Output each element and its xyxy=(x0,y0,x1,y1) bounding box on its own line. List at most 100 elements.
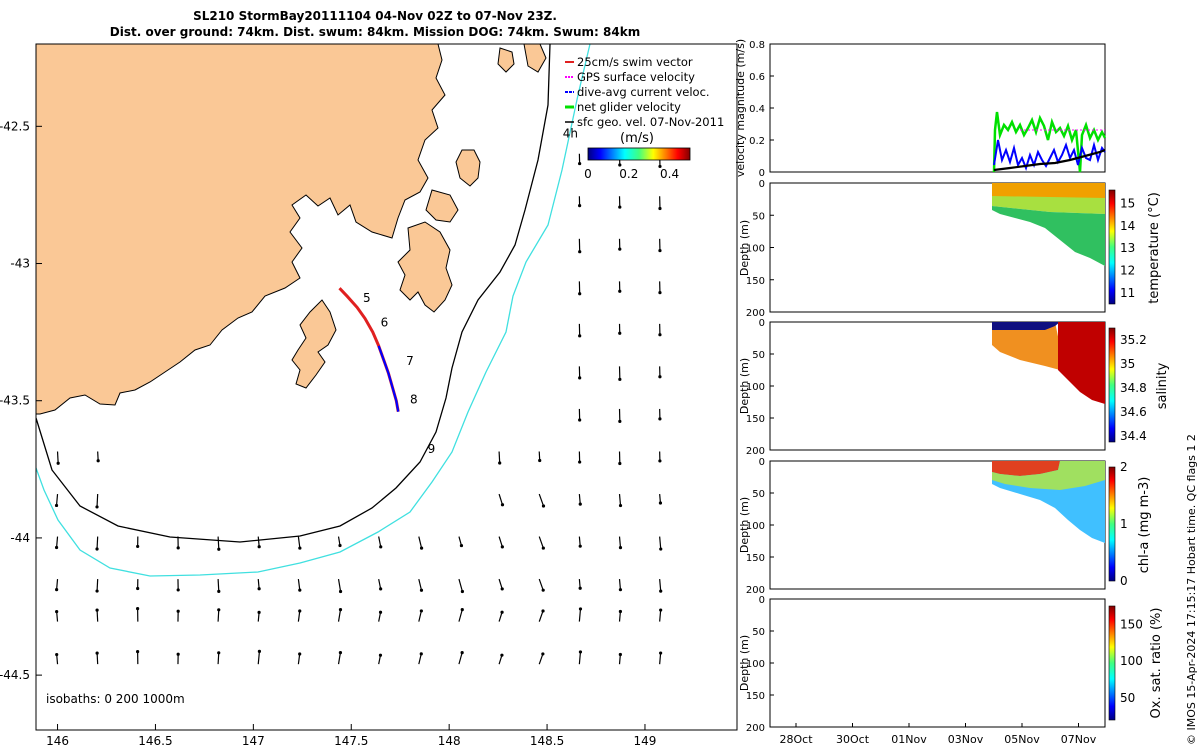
map-y-tick-label: -43 xyxy=(10,257,30,271)
oxygen-colorbar-ticks: 50 100 150 xyxy=(1120,617,1143,705)
geo-velocity-arrow xyxy=(498,451,501,464)
geo-velocity-arrow xyxy=(257,651,261,665)
geo-velocity-arrow-head xyxy=(136,650,140,654)
legend-label-net: net glider velocity xyxy=(577,100,681,114)
colorbar-tick-label: 12 xyxy=(1120,263,1135,277)
geo-velocity-arrow xyxy=(538,578,544,591)
geo-velocity-arrow xyxy=(578,608,582,622)
geo-velocity-arrow-head xyxy=(618,247,622,251)
salinity-colorbar-label: salinity xyxy=(1155,362,1170,409)
map-y-tick-label: -42.5 xyxy=(0,119,30,133)
velocity-y-tick-label: 0.6 xyxy=(749,72,765,83)
geo-velocity-arrow xyxy=(217,609,220,622)
geo-velocity-arrow-head xyxy=(578,376,582,380)
day-label: 7 xyxy=(406,354,414,368)
geo-velocity-arrow xyxy=(257,536,260,547)
map-legend: 25cm/s swim vector GPS surface velocity … xyxy=(565,55,724,129)
maria-island xyxy=(455,149,481,187)
geo-velocity-arrow-head xyxy=(578,292,582,296)
geo-velocity-arrow-head xyxy=(618,377,622,381)
geo-velocity-arrow-head xyxy=(460,608,464,612)
geo-velocity-arrow xyxy=(297,610,301,622)
geo-velocity-arrow-head xyxy=(618,461,622,466)
map-panel: 4h 56 7 8 9 146 146.5 147 147.5 148 148.5 149 -42.… xyxy=(0,43,738,748)
geo-velocity-arrow-head xyxy=(217,589,221,593)
title-line-2: Dist. over ground: 74km. Dist. swum: 84k… xyxy=(109,25,641,39)
colorbar-tick-label: 14 xyxy=(1120,219,1135,233)
geo-velocity-arrow-head xyxy=(500,653,504,657)
colorbar-tick-label: 0 xyxy=(1120,574,1128,588)
velocity-series-dive-avg xyxy=(993,139,1106,172)
salinity-ylabel: Depth (m) xyxy=(738,358,751,414)
colorbar-tick-label: 1 xyxy=(1120,517,1128,531)
temperature-colorbar-ticks: 11 12 13 14 15 xyxy=(1120,196,1135,299)
day-label: 4h xyxy=(563,126,578,140)
colorbar-tick-label: 35 xyxy=(1120,357,1135,371)
schouten-island xyxy=(497,47,515,73)
geo-velocity-arrow-head xyxy=(419,588,424,592)
depth-tick-label: 100 xyxy=(746,382,765,393)
depth-tick-label: 200 xyxy=(746,723,765,734)
oxygen-y-ticks: 0 50 100 150 200 xyxy=(746,595,774,734)
geo-velocity-arrow xyxy=(578,536,581,547)
map-x-tick-label: 147 xyxy=(242,734,265,748)
geo-velocity-arrow-head xyxy=(298,588,302,592)
depth-tick-label: 0 xyxy=(759,457,765,468)
map-y-ticks: -42.5 -43 -43.5 -44 -44.5 xyxy=(0,119,42,682)
salinity-panel: 0 50 100 150 200 Depth (m) 34.4 34.6 34.8 35 35.… xyxy=(738,318,1170,457)
depth-tick-label: 200 xyxy=(746,585,765,596)
geo-velocity-arrow-head xyxy=(578,161,582,166)
geo-velocity-arrow-head xyxy=(460,589,464,594)
oxygen-panel: 0 50 100 150 200 Depth (m) 50 100 150 Ox. sat.… xyxy=(738,595,1164,746)
geo-velocity-arrow xyxy=(418,653,422,665)
oxygen-colorbar-label: Ox. sat. ratio (%) xyxy=(1149,608,1164,719)
oxygen-colorbar xyxy=(1108,605,1116,721)
geo-velocity-arrow-head xyxy=(618,546,623,550)
geo-velocity-arrow-head xyxy=(578,250,582,254)
time-tick-label: 28Oct xyxy=(779,733,813,746)
depth-tick-label: 100 xyxy=(746,244,765,255)
colorbar-tick-label: 13 xyxy=(1120,241,1135,255)
geo-velocity-arrow-head xyxy=(500,610,504,614)
geo-velocity-arrow-head xyxy=(136,586,140,591)
geo-velocity-arrow-head xyxy=(578,502,582,506)
geo-velocity-arrow xyxy=(217,652,220,665)
time-x-ticks: 28Oct 30Oct 01Nov 03Nov 05Nov 07Nov xyxy=(779,723,1097,746)
geo-velocity-arrow-head xyxy=(541,546,545,550)
temperature-section-deep xyxy=(992,206,1105,266)
geo-velocity-arrow xyxy=(458,652,463,665)
geo-velocity-arrow xyxy=(337,578,342,592)
depth-tick-label: 50 xyxy=(752,350,765,361)
tasman-peninsula xyxy=(397,221,453,313)
geo-velocity-arrow-head xyxy=(459,543,464,548)
day-label: 9 xyxy=(428,442,436,456)
map-x-tick-label: 146.5 xyxy=(138,734,172,748)
geo-velocity-arrow-head xyxy=(176,609,180,613)
geo-velocity-arrow-head xyxy=(658,291,662,295)
geo-velocity-arrow-head xyxy=(500,503,505,507)
isobath-note: isobaths: 0 200 1000m xyxy=(46,692,185,706)
geo-velocity-arrow-head xyxy=(618,588,623,592)
geo-velocity-arrow-head xyxy=(578,460,582,464)
geo-velocity-arrow-head xyxy=(541,609,545,613)
legend-label-dive: dive-avg current veloc. xyxy=(577,85,710,99)
geo-velocity-arrow xyxy=(618,579,622,590)
geo-velocity-arrow xyxy=(96,579,99,592)
geo-velocity-arrow-head xyxy=(538,458,542,463)
geo-velocity-arrow-head xyxy=(217,651,221,655)
geo-velocity-arrow xyxy=(55,493,59,506)
geo-velocity-arrow xyxy=(418,536,423,549)
temperature-panel: 0 50 100 150 200 Depth (m) 11 12 13 14 15 temper… xyxy=(738,179,1162,319)
geo-velocity-arrow xyxy=(418,610,422,622)
map-x-tick-label: 146 xyxy=(46,734,69,748)
geo-velocity-arrow-head xyxy=(56,461,60,465)
geo-velocity-arrow xyxy=(618,654,621,665)
geo-velocity-arrow-head xyxy=(578,586,582,590)
day-label: 6 xyxy=(381,316,389,330)
tasmania-landmass xyxy=(36,44,446,415)
geo-velocity-arrow-head xyxy=(659,547,663,551)
geo-velocity-arrow xyxy=(217,579,220,592)
geo-velocity-arrow-head xyxy=(95,651,99,655)
geo-velocity-arrow-head xyxy=(658,164,662,169)
colorbar-tick-label: 34.6 xyxy=(1120,405,1147,419)
